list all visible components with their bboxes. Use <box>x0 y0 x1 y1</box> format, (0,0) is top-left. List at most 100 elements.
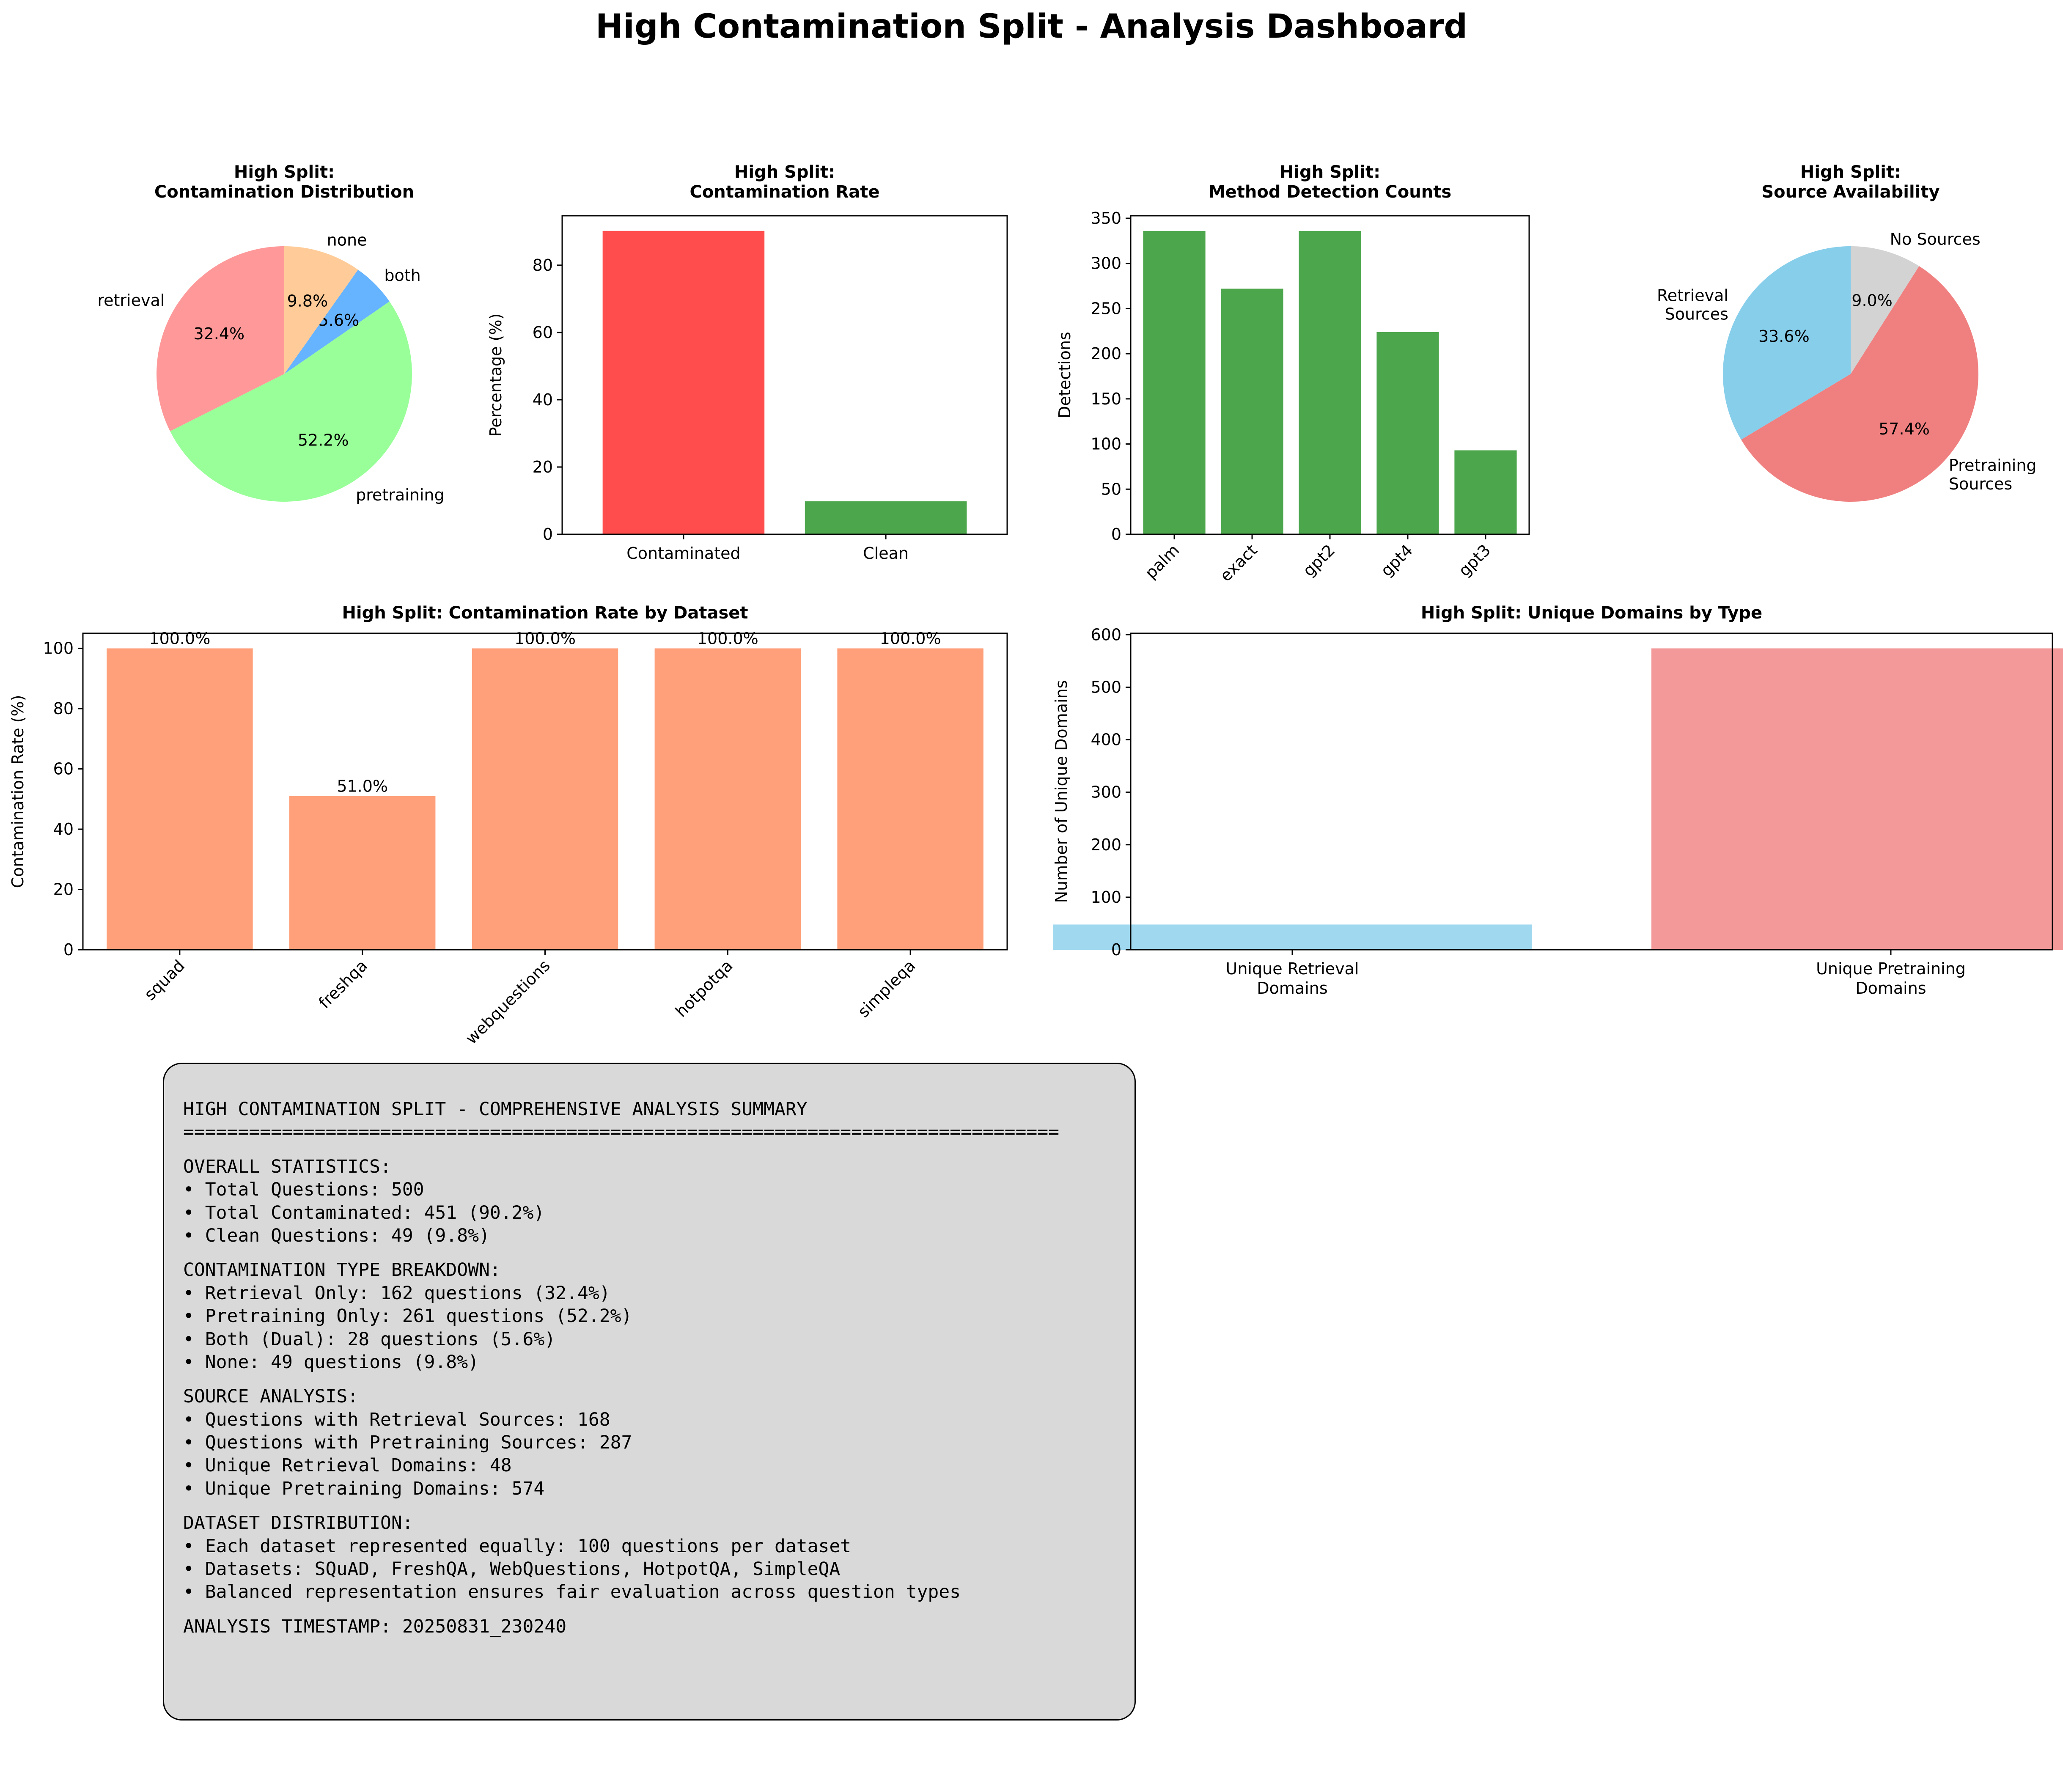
bar-data-label: 100.0% <box>880 629 941 648</box>
summary-box: HIGH CONTAMINATION SPLIT - COMPREHENSIVE… <box>163 1063 1136 1721</box>
chart-title: High Split: Unique Domains by Type <box>1421 603 1762 623</box>
dashboard-title: High Contamination Split - Analysis Dash… <box>595 8 1468 46</box>
x-tick-label: exact <box>1217 541 1261 585</box>
y-tick-label: 100 <box>43 639 74 658</box>
pie-slice <box>284 269 390 374</box>
pie-slice <box>284 246 358 374</box>
bar-2 <box>472 648 618 950</box>
bar-0 <box>1143 231 1206 534</box>
summary-spacer <box>183 1247 1135 1259</box>
y-tick-label: 40 <box>53 820 74 838</box>
summary-line: • Total Contaminated: 451 (90.2%) <box>183 1202 545 1223</box>
pie-slice <box>1851 246 1919 374</box>
bar-2 <box>1299 231 1361 534</box>
x-tick-label: gpt3 <box>1455 541 1494 580</box>
summary-line: • Each dataset represented equally: 100 … <box>183 1535 852 1557</box>
y-tick-label: 40 <box>533 390 553 409</box>
y-tick-label: 150 <box>1091 390 1121 408</box>
pie-pct-label: 32.4% <box>193 324 244 343</box>
summary-line: • Retrieval Only: 162 questions (32.4%) <box>183 1282 610 1304</box>
summary-line: • Total Questions: 500 <box>183 1179 424 1201</box>
summary-line: • Questions with Retrieval Sources: 168 <box>183 1409 610 1430</box>
summary-spacer <box>183 1144 1135 1155</box>
x-tick-label: Clean <box>863 544 909 563</box>
y-tick-label: 80 <box>533 256 553 275</box>
bar-1 <box>1651 648 2063 950</box>
summary-spacer <box>183 1604 1135 1615</box>
bar-chart-rate-by-dataset: High Split: Contamination Rate by Datase… <box>8 603 1008 1048</box>
chart-title: High Split: Contamination Rate by Datase… <box>342 603 748 623</box>
y-tick-label: 20 <box>53 880 74 899</box>
pie-pct-label: 57.4% <box>1879 420 1930 438</box>
y-tick-label: 300 <box>1091 254 1121 273</box>
y-tick-label: 0 <box>543 525 553 544</box>
bar-0 <box>602 231 765 534</box>
y-tick-label: 20 <box>533 458 553 476</box>
pie-pct-label: 52.2% <box>298 431 349 449</box>
bar-data-label: 100.0% <box>514 629 576 648</box>
y-tick-label: 300 <box>1091 783 1121 802</box>
bar-0 <box>1053 924 1532 950</box>
pie-slice-label: Pretraining Sources <box>1949 456 2037 493</box>
chart-title: High Split: Source Availability <box>1761 162 1939 202</box>
bar-1 <box>805 501 967 534</box>
x-tick-label: gpt2 <box>1299 541 1339 580</box>
x-tick-label: palm <box>1141 541 1183 582</box>
plot-frame <box>82 632 1008 951</box>
y-tick-label: 0 <box>1111 940 1121 959</box>
summary-line: OVERALL STATISTICS: <box>183 1156 391 1177</box>
summary-line: • Datasets: SQuAD, FreshQA, WebQuestions… <box>183 1558 841 1580</box>
chart-title: High Split: Method Detection Counts <box>1209 162 1451 202</box>
y-axis-label: Percentage (%) <box>486 313 505 437</box>
bar-chart-contam-rate: High Split: Contamination Rate Contaminate… <box>486 162 1008 563</box>
summary-line: • Pretraining Only: 261 questions (52.2%… <box>183 1306 632 1327</box>
pie-slice <box>1741 266 1978 502</box>
summary-spacer <box>183 1374 1135 1385</box>
y-tick-label: 600 <box>1091 625 1121 644</box>
x-tick-label: freshqa <box>315 956 371 1012</box>
plot-frame <box>1130 215 1530 535</box>
y-tick-label: 60 <box>53 760 74 778</box>
y-tick-label: 60 <box>533 323 553 342</box>
bar-data-label: 100.0% <box>697 629 758 648</box>
summary-line: DATASET DISTRIBUTION: <box>183 1512 413 1534</box>
y-axis-label: Number of Unique Domains <box>1052 680 1071 903</box>
pie-slice-label: both <box>384 266 420 285</box>
bar-chart-unique-domains: High Split: Unique Domains by Type Unique… <box>1052 603 2063 998</box>
summary-spacer <box>183 1500 1135 1512</box>
y-tick-label: 0 <box>63 940 74 959</box>
pie-pct-label: 33.6% <box>1758 327 1810 346</box>
summary-line: HIGH CONTAMINATION SPLIT - COMPREHENSIVE… <box>183 1099 808 1120</box>
y-tick-label: 0 <box>1111 525 1121 544</box>
y-tick-label: 50 <box>1101 480 1121 498</box>
summary-line: • Both (Dual): 28 questions (5.6%) <box>183 1328 556 1350</box>
x-tick-label: squad <box>140 956 188 1004</box>
summary-line: • Questions with Pretraining Sources: 28… <box>183 1432 632 1454</box>
summary-line: SOURCE ANALYSIS: <box>183 1386 359 1407</box>
x-tick-label: gpt4 <box>1377 541 1416 580</box>
pie-slice <box>1722 246 1851 440</box>
chart-title: High Split: Contamination Rate <box>689 162 879 202</box>
y-tick-label: 500 <box>1091 678 1121 696</box>
summary-line: • Unique Retrieval Domains: 48 <box>183 1455 512 1476</box>
x-tick-label: hotpotqa <box>672 956 736 1021</box>
bar-4 <box>1454 450 1517 534</box>
summary-line: ========================================… <box>183 1121 1060 1143</box>
summary-line: CONTAMINATION TYPE BREAKDOWN: <box>183 1259 501 1281</box>
pie-slice-label: No Sources <box>1890 230 1981 248</box>
bar-chart-method-counts: High Split: Method Detection Counts palm ex… <box>1055 162 1530 585</box>
bar-data-label: 100.0% <box>149 629 210 648</box>
y-tick-label: 100 <box>1091 435 1121 453</box>
x-tick-label: Unique Pretraining Domains <box>1816 959 1966 998</box>
pie-pct-label: 9.8% <box>287 292 328 311</box>
pie-slice <box>170 301 412 502</box>
x-tick-label: webquestions <box>462 956 554 1048</box>
y-tick-label: 400 <box>1091 731 1121 749</box>
chart-title: High Split: Contamination Distribution <box>154 162 414 202</box>
x-tick-label: Unique Retrieval Domains <box>1226 959 1359 998</box>
pie-pct-label: 9.0% <box>1851 291 1893 310</box>
bar-data-label: 51.0% <box>337 777 388 796</box>
y-tick-label: 200 <box>1091 344 1121 363</box>
y-tick-label: 350 <box>1091 209 1121 228</box>
